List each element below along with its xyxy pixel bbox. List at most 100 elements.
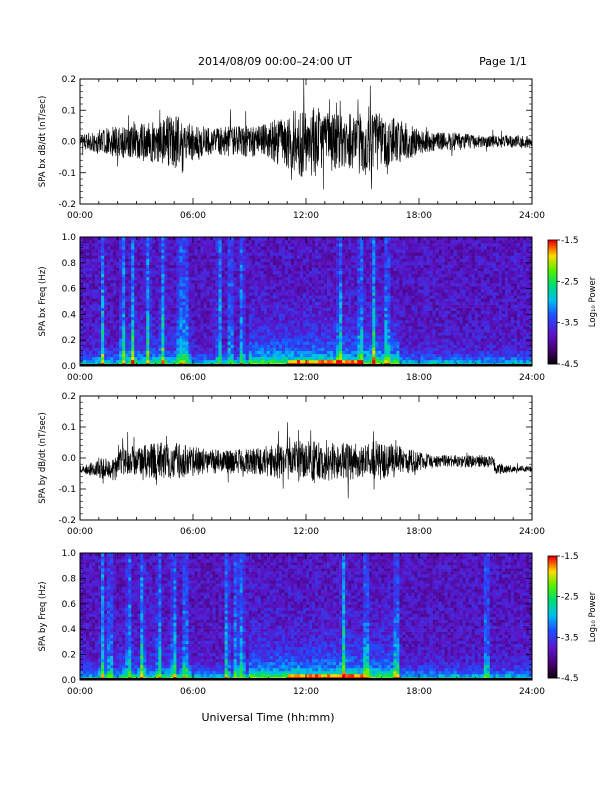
spectrogram-cell — [339, 295, 343, 299]
spectrogram-cell — [384, 310, 388, 315]
spectrogram-cell — [188, 289, 192, 293]
spectrogram-cell — [312, 246, 316, 250]
spectrogram-cell — [239, 338, 244, 342]
spectrogram-cell — [309, 335, 313, 339]
spectrogram-cell — [411, 252, 415, 256]
spectrogram-cell — [396, 280, 400, 284]
spectrogram-cell — [260, 326, 265, 330]
spectrogram-cell — [98, 319, 102, 324]
spectrogram-cell — [411, 243, 415, 247]
spectrogram-cell — [339, 359, 343, 364]
spectrogram-cell — [315, 313, 319, 318]
spectrogram-cell — [194, 276, 198, 281]
spectrogram-cell — [245, 240, 250, 244]
spectrogram-cell — [405, 289, 409, 293]
spectrogram-cell — [236, 335, 240, 339]
spectrogram-cell — [137, 301, 141, 305]
spectrogram-cell — [254, 283, 259, 287]
spectrogram-cell — [411, 249, 415, 253]
spectrogram-cell — [405, 267, 409, 272]
spectrogram-cell — [146, 313, 150, 318]
spectrogram-cell — [417, 310, 421, 315]
spectrogram-cell — [239, 280, 244, 284]
spectrogram-cell — [309, 326, 313, 330]
spectrogram-cell — [417, 301, 421, 305]
spectrogram-cell — [188, 252, 192, 256]
spectrogram-cell — [161, 270, 165, 275]
spectrogram-cell — [426, 273, 430, 278]
spectrogram-cell — [113, 347, 117, 351]
spectrogram-cell — [408, 304, 412, 308]
spectrogram-cell — [212, 270, 216, 275]
spectrogram-cell — [263, 280, 268, 284]
spectrogram-cell — [254, 240, 259, 244]
spectrogram-cell — [122, 319, 126, 324]
spectrogram-cell — [152, 359, 156, 364]
spectrogram-cell — [360, 329, 364, 333]
spectrogram-cell — [408, 292, 412, 296]
spectrogram-cell — [137, 353, 141, 358]
spectrogram-cell — [284, 338, 289, 342]
spectrogram-cell — [227, 240, 231, 244]
spectrogram-cell — [287, 289, 292, 293]
spectrogram-cell — [257, 273, 262, 278]
spectrogram-cell — [354, 323, 358, 327]
spectrogram-cell — [224, 319, 228, 324]
spectrogram-cell — [278, 341, 283, 345]
spectrogram-cell — [98, 276, 102, 281]
spectrogram-cell — [408, 286, 412, 290]
spectrogram-cell — [248, 273, 253, 278]
spectrogram-cell — [266, 356, 271, 361]
spectrogram-cell — [107, 323, 111, 327]
spectrogram-cell — [330, 289, 334, 293]
spectrogram-cell — [287, 310, 292, 315]
spectrogram-cell — [357, 353, 361, 358]
spectrogram-cell — [209, 295, 213, 299]
spectrogram-cell — [209, 292, 213, 296]
spectrogram-cell — [245, 344, 250, 348]
spectrogram-cell — [387, 295, 391, 299]
spectrogram-cell — [342, 264, 346, 269]
spectrogram-cell — [260, 270, 265, 275]
spectrogram-cell — [140, 276, 144, 281]
spectrogram-cell — [149, 249, 153, 253]
spectrogram-cell — [230, 298, 234, 302]
spectrogram-cell — [224, 298, 228, 302]
spectrogram-cell — [342, 286, 346, 290]
spectrogram-cell — [375, 316, 379, 321]
spectrogram-cell — [92, 258, 96, 262]
spectrogram-cell — [330, 353, 334, 358]
spectrogram-cell — [143, 313, 147, 318]
spectrogram-cell — [309, 329, 313, 333]
spectrogram-cell — [287, 338, 292, 342]
spectrogram-cell — [384, 344, 388, 348]
spectrogram-cell — [390, 258, 394, 262]
spectrogram-cell — [137, 261, 141, 265]
spectrogram-cell — [254, 310, 259, 315]
spectrogram-cell — [284, 298, 289, 302]
spectrogram-cell — [396, 323, 400, 327]
spectrogram-cell — [95, 313, 99, 318]
spectrogram-cell — [206, 273, 210, 278]
spectrogram-cell — [296, 323, 301, 327]
spectrogram-cell — [333, 356, 337, 361]
spectrogram-cell — [113, 295, 117, 299]
spectrogram-cell — [149, 264, 153, 269]
spectrogram-cell — [411, 261, 415, 265]
spectrogram-cell — [315, 344, 319, 348]
spectrogram-cell — [405, 276, 409, 281]
spectrogram-cell — [263, 301, 268, 305]
spectrogram-cell — [299, 313, 304, 318]
spectrogram-cell — [342, 329, 346, 333]
spectrogram-cell — [89, 276, 93, 281]
spectrogram-cell — [227, 289, 231, 293]
spectrogram-cell — [92, 276, 96, 281]
spectrogram-cell — [221, 301, 225, 305]
spectrogram-cell — [272, 350, 277, 355]
spectrogram-cell — [185, 350, 189, 355]
spectrogram-cell — [345, 243, 349, 247]
spectrogram-cell — [182, 338, 186, 342]
spectrogram-cell — [137, 267, 141, 272]
spectrogram-cell — [119, 316, 123, 321]
spectrogram-cell — [351, 316, 355, 321]
